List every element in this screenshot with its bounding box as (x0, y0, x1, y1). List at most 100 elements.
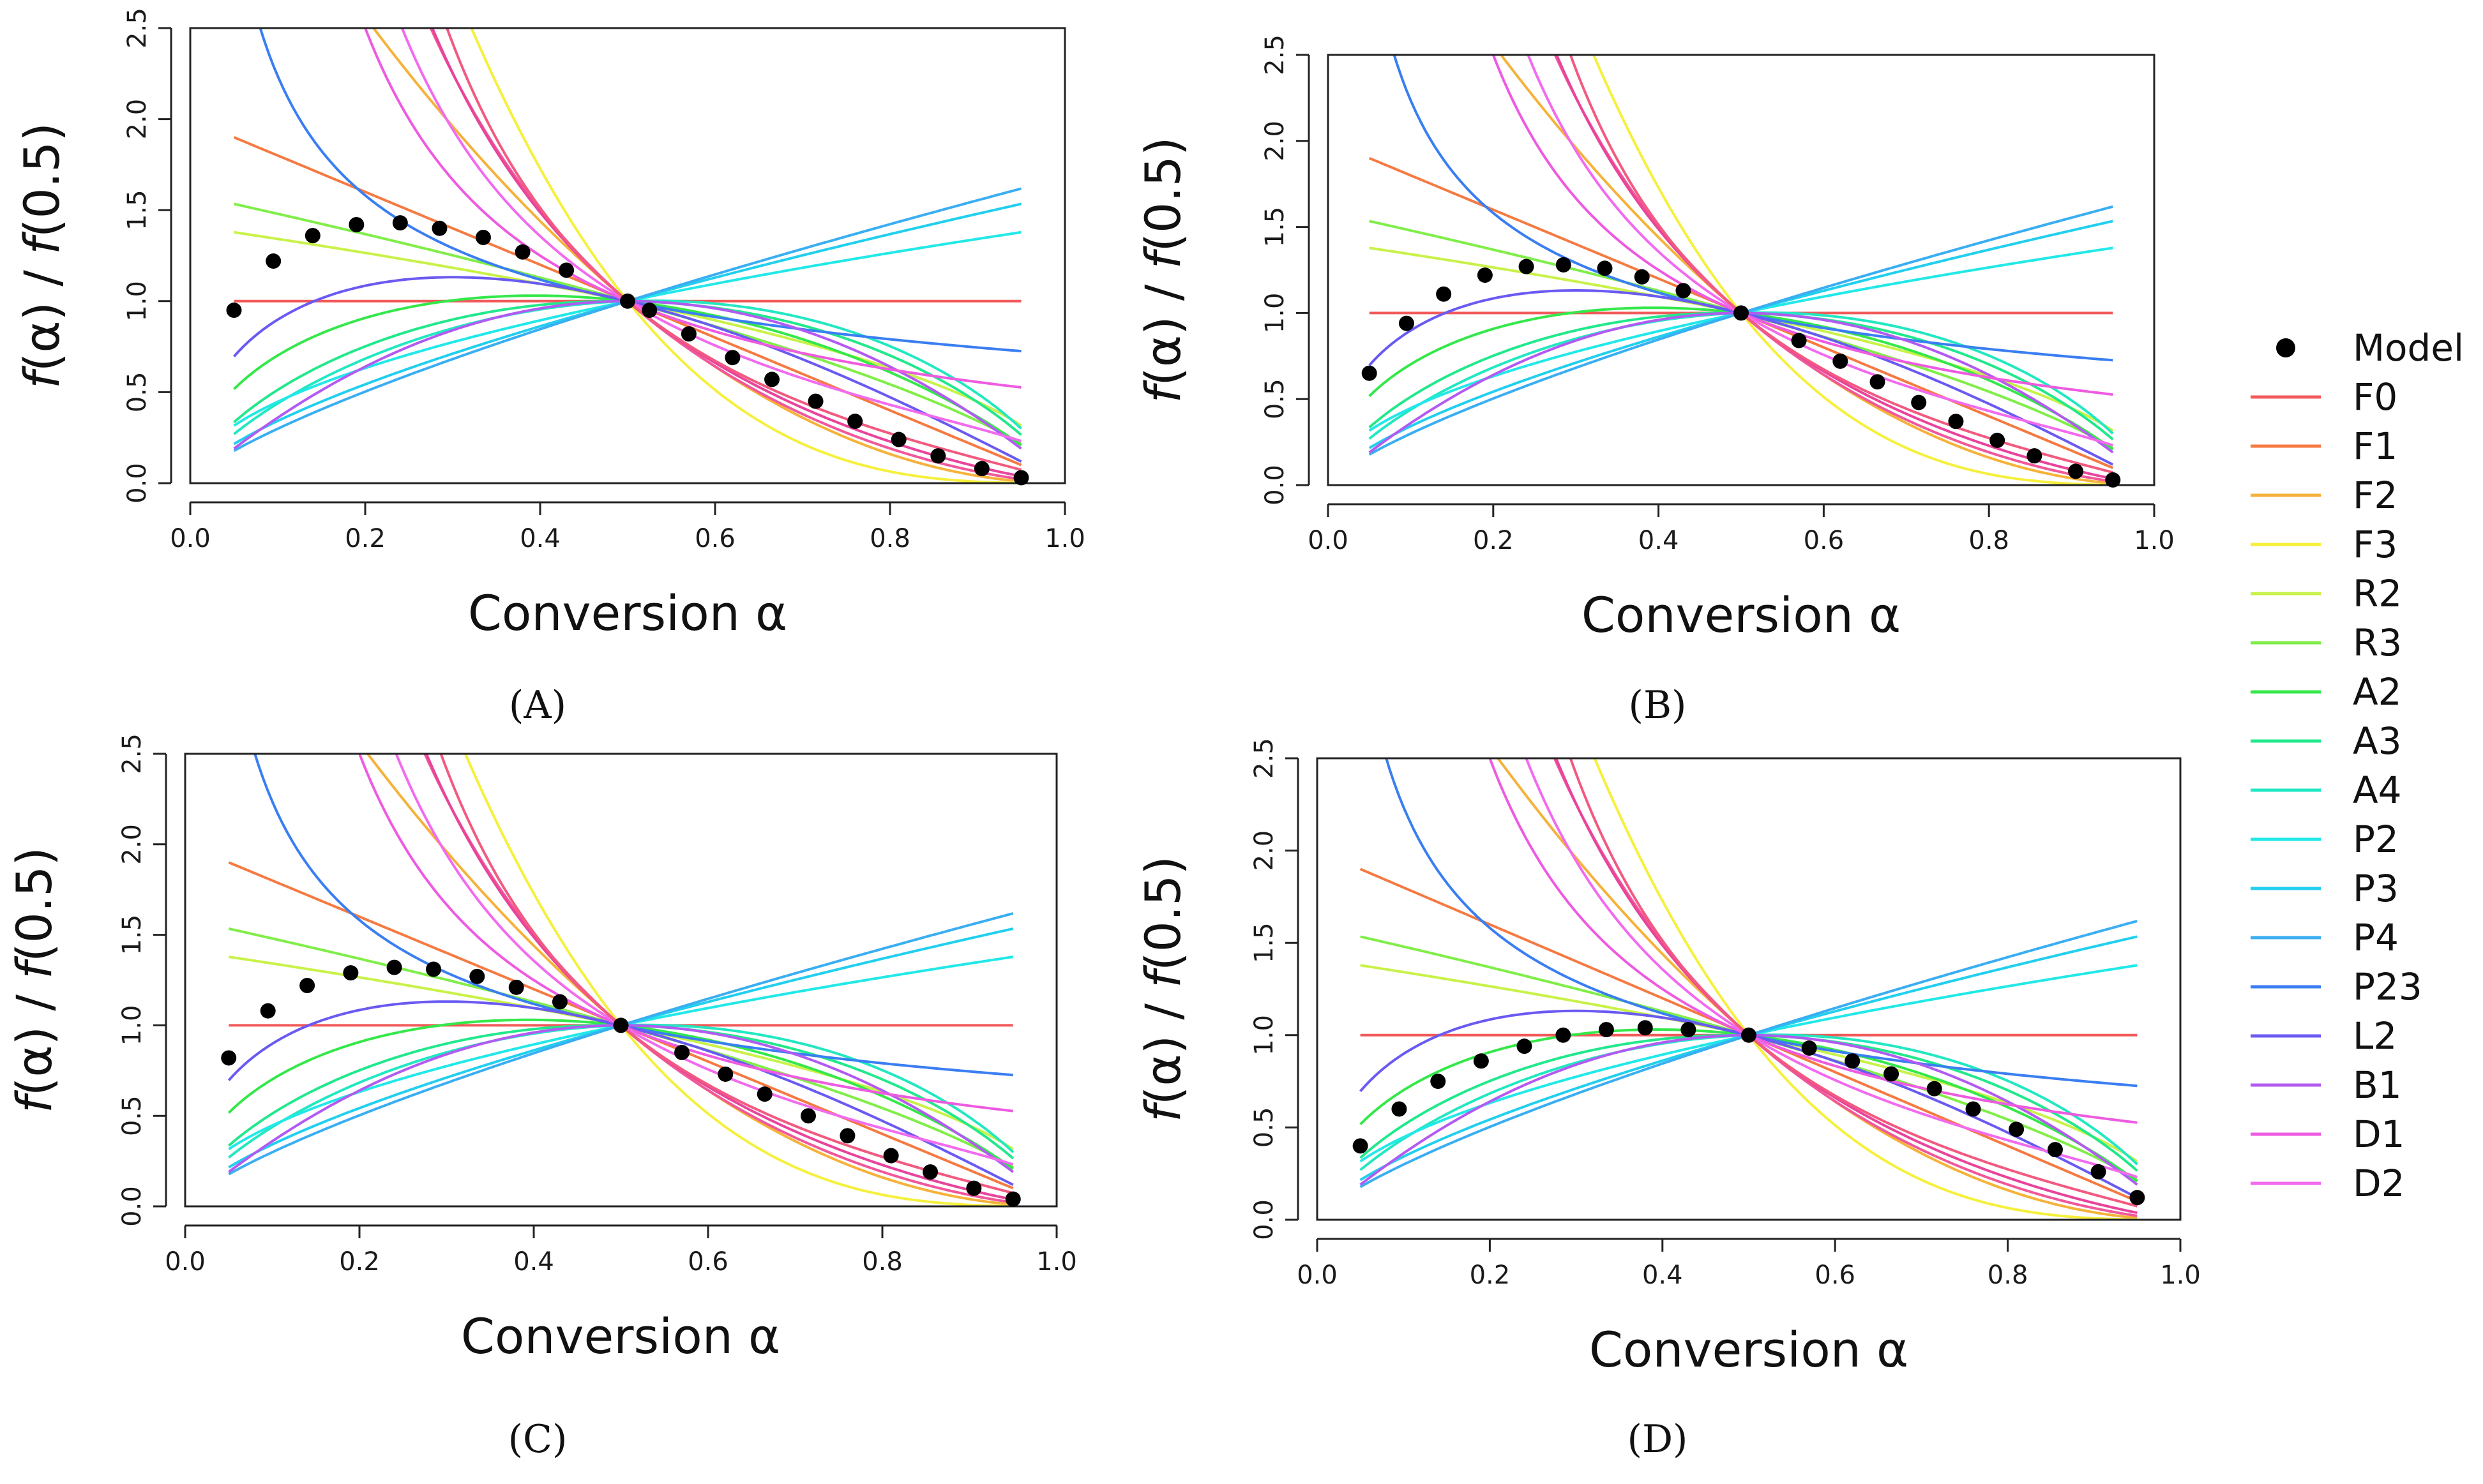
model-point (1516, 1038, 1532, 1054)
x-tick-label: 0.8 (862, 1247, 903, 1277)
model-point (559, 262, 575, 278)
y-tick-label: 0.0 (117, 1186, 147, 1227)
model-point (299, 978, 315, 994)
legend-label-f3: F3 (2353, 523, 2397, 566)
legend-label-a4: A4 (2353, 768, 2402, 812)
model-point (1398, 315, 1414, 331)
legend-label-f1: F1 (2353, 424, 2397, 468)
y-tick-label: 0.5 (117, 1095, 147, 1136)
model-point (1436, 286, 1452, 302)
model-point (1733, 305, 1749, 321)
curve-p23 (1385, 758, 2138, 1088)
model-point (1911, 394, 1927, 410)
legend-label-l2: L2 (2353, 1014, 2397, 1058)
model-point (1477, 267, 1493, 283)
model-point (1473, 1053, 1489, 1069)
model-point (1845, 1053, 1860, 1069)
model-point (2009, 1121, 2025, 1137)
x-tick-label: 0.0 (170, 524, 211, 553)
model-point (1832, 353, 1848, 369)
legend-label-p23: P23 (2353, 965, 2422, 1008)
plot-frame (1316, 757, 2182, 1221)
x-tick-label: 0.4 (513, 1247, 554, 1277)
model-point (552, 994, 568, 1010)
x-axis-title: Conversion α (1589, 1321, 1908, 1378)
y-tick-label: 2.0 (117, 824, 147, 865)
legend-label-r3: R3 (2353, 621, 2402, 664)
y-axis-title: f(α) / f(0.5) (1135, 856, 1191, 1122)
curve-d-type-1 (423, 754, 1014, 1204)
y-tick-label: 1.5 (1260, 207, 1290, 248)
model-point (2068, 463, 2084, 479)
panel-label: (C) (508, 1417, 568, 1462)
y-tick-label: 0.5 (1249, 1107, 1279, 1148)
model-point (923, 1164, 939, 1180)
legend-label-f2: F2 (2353, 474, 2397, 517)
legend-label-a3: A3 (2353, 719, 2402, 763)
y-tick-label: 1.0 (117, 1005, 147, 1046)
model-point (613, 1017, 629, 1033)
model-point (305, 228, 321, 244)
y-axis-title: f(α) / f(0.5) (1135, 137, 1191, 403)
model-point (260, 1003, 276, 1019)
curve-d-type-1 (1553, 758, 2138, 1217)
model-point (2026, 448, 2042, 464)
model-point (808, 393, 824, 409)
model-point (847, 414, 863, 430)
legend-label-p4: P4 (2353, 916, 2399, 959)
legend-label-p2: P2 (2353, 818, 2399, 861)
model-point (392, 215, 408, 231)
model-point (1883, 1066, 1899, 1082)
x-tick-label: 0.8 (1968, 526, 2009, 555)
legend-label-f0: F0 (2353, 375, 2397, 419)
curve-d-type-2 (1555, 55, 2113, 480)
model-curves (1368, 55, 2114, 485)
model-point (1637, 1020, 1653, 1036)
legend-label-b1: B1 (2353, 1063, 2402, 1107)
x-tick-label: 1.0 (1036, 1247, 1077, 1277)
curve-d-type-2 (425, 754, 1014, 1201)
y-axis-title: f(α) / f(0.5) (13, 123, 70, 389)
y-axis-title-part: (α) / (6, 979, 63, 1096)
curve-f3 (464, 754, 1013, 1206)
y-axis-title-part: (α) / (1135, 269, 1191, 386)
x-tick-label: 0.8 (870, 524, 910, 553)
x-tick-label: 0.2 (339, 1247, 380, 1277)
model-point (1013, 470, 1029, 486)
model-point (475, 229, 491, 245)
legend-label-d1: D1 (2353, 1113, 2405, 1156)
model-point (1675, 283, 1691, 299)
model-point (1430, 1074, 1446, 1090)
model-point (1791, 333, 1807, 349)
x-axis-title: Conversion α (461, 1308, 780, 1365)
curve-f3 (1593, 758, 2138, 1220)
legend-label-r2: R2 (2353, 572, 2402, 615)
y-tick-label: 2.5 (1249, 738, 1279, 779)
model-point (1555, 257, 1571, 273)
y-tick-label: 0.0 (1249, 1199, 1279, 1240)
curve-d-type-3 (445, 28, 1022, 472)
y-tick-label: 1.5 (117, 915, 147, 956)
x-tick-label: 0.6 (688, 1247, 728, 1277)
model-point (1555, 1027, 1571, 1043)
legend-label-a2: A2 (2353, 670, 2402, 714)
model-point (718, 1066, 734, 1082)
model-point (764, 371, 780, 387)
y-tick-label: 2.0 (1249, 830, 1279, 871)
chart-panel: 0.0 0.2 0.4 0.6 0.8 1.0 0.0 0.5 1.0 1.5 2.0 2.5 Conv… (1135, 738, 2201, 1462)
y-tick-label: 0.5 (1260, 378, 1290, 419)
x-tick-label: 0.6 (1815, 1261, 1855, 1290)
y-tick-label: 2.0 (123, 99, 152, 140)
model-point (1801, 1040, 1817, 1056)
x-tick-label: 0.4 (1642, 1261, 1683, 1290)
model-point (266, 253, 282, 269)
model-point (515, 244, 531, 260)
y-tick-label: 1.5 (123, 190, 152, 230)
model-point (1634, 269, 1650, 285)
x-tick-label: 0.0 (165, 1247, 206, 1277)
model-point (757, 1086, 773, 1102)
curve-f3 (470, 28, 1022, 483)
model-point (725, 350, 741, 366)
y-axis-title-part: (α) / (13, 255, 70, 371)
y-tick-label: 1.0 (123, 281, 152, 322)
